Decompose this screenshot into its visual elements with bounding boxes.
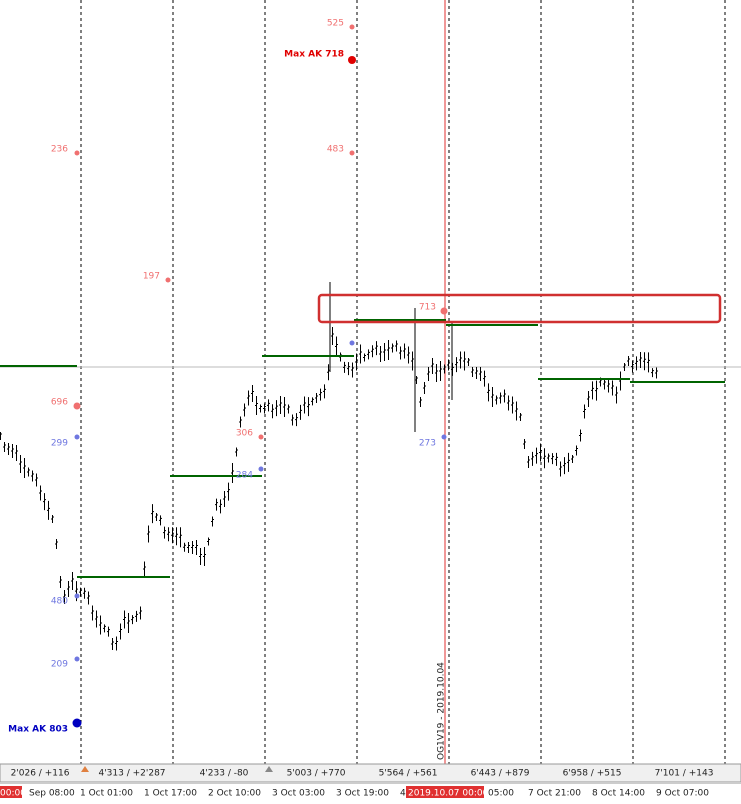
marker [265,766,273,772]
level-label: Max AK 803 [8,725,68,735]
session-separators [80,0,726,764]
session-stats: 2'026 / +116 4'313 / +2'287 4'233 / -80 … [11,769,714,779]
session-stat: 6'443 / +879 [471,769,530,779]
price-bars [0,282,658,651]
level-label: 480 [51,597,68,607]
time-label: Sep 08:00 [29,789,75,799]
time-label: 4 [400,789,406,799]
level-label: 713 [419,303,436,313]
session-stat: 6'958 / +515 [563,769,622,779]
level-label: 284 [236,471,253,481]
level-label: Max AK 718 [284,50,344,60]
marker [81,766,89,772]
time-highlight [0,786,22,798]
zone-box [317,293,722,324]
session-stat: 2'026 / +116 [11,769,70,779]
time-label: 05:00 [488,789,514,799]
time-label: 00:00 [0,789,26,799]
level-label: 209 [51,660,68,670]
time-label: 8 Oct 14:00 [592,789,645,799]
time-highlight [406,786,484,798]
time-label: 2 Oct 10:00 [208,789,261,799]
time-label: 7 Oct 21:00 [528,789,581,799]
session-levels [0,319,725,578]
time-label: 3 Oct 03:00 [272,789,325,799]
level-label: 525 [327,19,344,29]
level-label: 483 [327,145,344,155]
time-label: 1 Oct 01:00 [80,789,133,799]
level-label: 696 [51,398,68,408]
level-label: 306 [236,429,253,439]
session-stat: 4'233 / -80 [200,769,249,779]
level-labels: 525 Max AK 718 236 483 197 713 696 299 3… [8,19,436,735]
session-stat: 5'003 / +770 [287,769,346,779]
time-axis [0,782,741,804]
level-dots [72,24,448,728]
level-label: 299 [51,439,68,449]
price-bar [0,282,658,651]
session-stat: 7'101 / +143 [655,769,714,779]
time-labels: 00:00 Sep 08:00 1 Oct 01:00 1 Oct 17:00 … [0,789,709,799]
time-label: 3 Oct 19:00 [336,789,389,799]
instrument-label: OG1V19 - 2019.10.04 [437,662,447,760]
level-label: 273 [419,439,436,449]
session-stat: 4'313 / +2'287 [98,769,165,779]
level-label: 197 [143,272,160,282]
time-label: 2019.10.07 00:00 [408,789,489,799]
time-label: 1 Oct 17:00 [144,789,197,799]
session-stat: 5'564 / +561 [379,769,438,779]
level-label: 236 [51,145,68,155]
time-label: 9 Oct 07:00 [656,789,709,799]
